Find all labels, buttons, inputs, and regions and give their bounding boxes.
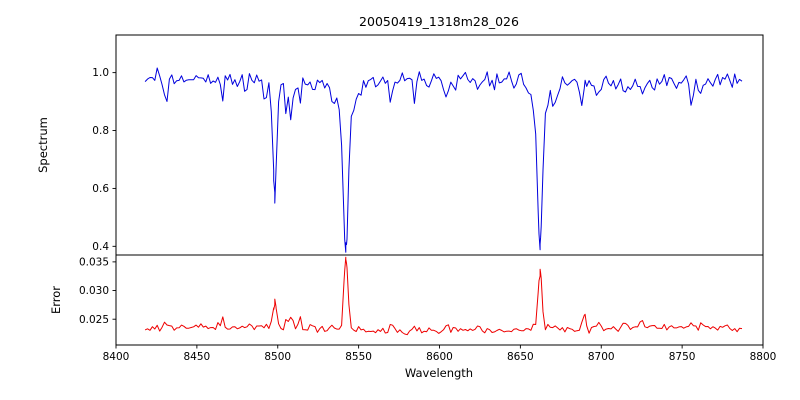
spectrum-y-axis-label: Spectrum	[36, 117, 50, 173]
error-panel-frame	[115, 254, 764, 346]
chart-title: 20050419_1318m28_026	[359, 14, 519, 29]
x-axis-label: Wavelength	[405, 366, 473, 380]
error-y-tick-label: 0.025	[79, 314, 109, 326]
error-y-tick-label: 0.030	[79, 285, 109, 297]
spectrum-y-tick-label: 0.6	[92, 183, 109, 195]
x-tick-label: 8550	[345, 351, 372, 363]
x-tick-label: 8500	[264, 351, 291, 363]
x-tick-label: 8400	[103, 351, 130, 363]
spectrum-line	[144, 67, 743, 253]
x-tick-label: 8450	[184, 351, 211, 363]
error-y-tick-label: 0.035	[79, 256, 109, 268]
x-tick-label: 8600	[426, 351, 453, 363]
error-y-axis-label: Error	[49, 286, 63, 314]
spectrum-y-tick-label: 0.4	[92, 241, 109, 253]
spectrum-y-tick-label: 0.8	[92, 125, 109, 137]
axes-layer: 8400 8450 8500 8550 8600 8650 8700 8750 8800 1.0 0…	[79, 67, 776, 363]
frame-layer	[115, 34, 764, 346]
x-tick-label: 8750	[669, 351, 696, 363]
x-tick-label: 8700	[588, 351, 615, 363]
error-line	[144, 256, 743, 336]
x-tick-label: 8650	[507, 351, 534, 363]
x-tick-label: 8800	[750, 351, 777, 363]
spectrum-panel-frame	[115, 34, 764, 256]
data-layer	[144, 67, 743, 336]
spectrum-y-tick-label: 1.0	[92, 67, 109, 79]
